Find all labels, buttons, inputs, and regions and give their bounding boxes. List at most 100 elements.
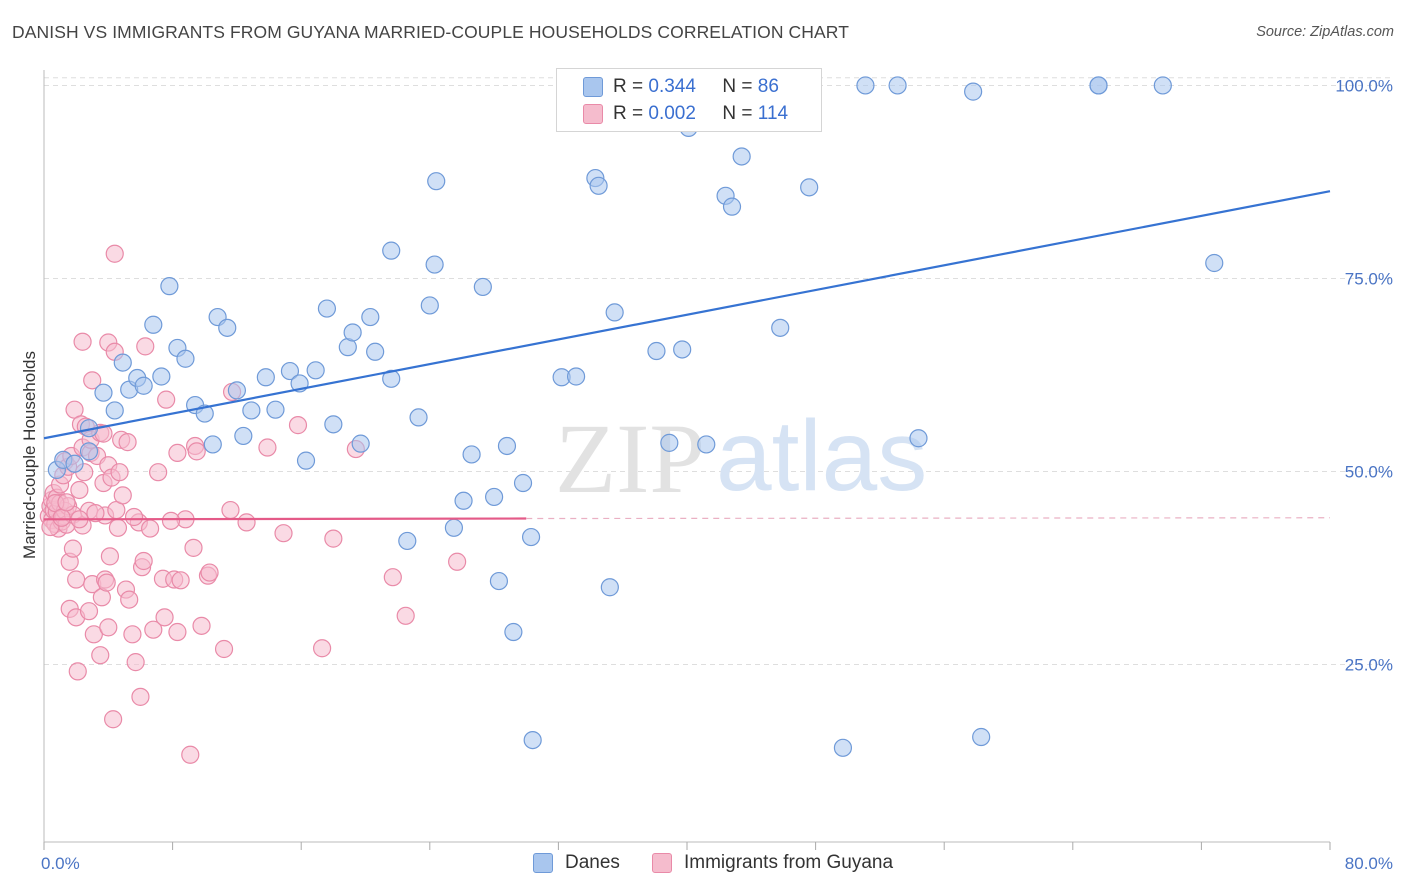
danes-point: [523, 730, 542, 750]
danes-point: [462, 445, 481, 464]
series-legend: Danes Immigrants from Guyana: [0, 852, 1406, 878]
grid-lines: [44, 77, 1392, 665]
guyana-point: [124, 507, 144, 527]
series-guyana-points: [39, 244, 467, 764]
legend-row-danes: R = 0.344 N = 86: [583, 74, 779, 100]
danes-point: [152, 367, 171, 386]
danes-point: [722, 197, 742, 216]
guyana-point: [324, 529, 343, 548]
danes-point: [1089, 76, 1108, 95]
y-tick-label: 50.0%: [1345, 462, 1393, 481]
n-label: N =: [722, 103, 753, 124]
guyana-point: [155, 608, 174, 627]
guyana-point: [68, 662, 87, 681]
danes-trend-line: [43, 190, 1331, 440]
danes-legend-label: Danes: [565, 852, 620, 873]
danes-point: [888, 76, 907, 95]
danes-point: [566, 367, 586, 386]
guyana-legend-label: Immigrants from Guyana: [684, 852, 894, 873]
guyana-trend-line: [43, 517, 527, 521]
guyana-point: [200, 563, 219, 582]
danes-point: [833, 738, 853, 757]
danes-point: [605, 303, 624, 322]
danes-point: [361, 307, 380, 327]
guyana-point: [63, 539, 83, 558]
guyana-point: [288, 416, 308, 435]
y-tick-label: 75.0%: [1345, 269, 1393, 288]
guyana-point: [396, 606, 415, 625]
watermark-zip: ZIP: [555, 403, 705, 514]
axes: [43, 70, 1331, 850]
trend-lines: [43, 190, 1331, 521]
guyana-point: [126, 653, 145, 672]
guyana-point: [131, 687, 150, 706]
guyana-point: [258, 438, 277, 457]
y-axis-label: Married-couple Households: [20, 351, 39, 559]
danes-point: [697, 435, 716, 454]
guyana-point: [168, 622, 187, 642]
danes-point: [317, 299, 337, 318]
guyana-point: [86, 504, 105, 523]
n-label: N =: [722, 76, 753, 97]
danes-point: [65, 454, 84, 473]
source-label: Source: ZipAtlas.com: [1256, 24, 1394, 40]
guyana-point: [118, 433, 137, 452]
danes-point: [382, 369, 401, 388]
danes-point: [485, 487, 504, 507]
danes-point: [909, 429, 928, 448]
danes-point: [324, 415, 343, 434]
danes-point: [771, 318, 790, 337]
danes-point: [444, 518, 464, 537]
danes-point: [513, 473, 533, 493]
danes-point: [160, 277, 179, 296]
guyana-point: [110, 463, 129, 482]
danes-point: [218, 318, 237, 337]
guyana-swatch: [583, 104, 603, 124]
guyana-point: [104, 710, 123, 729]
guyana-point: [274, 524, 293, 543]
guyana-point: [149, 463, 168, 482]
danes-point: [351, 434, 370, 453]
guyana-point: [214, 639, 234, 659]
danes-point: [398, 531, 417, 551]
guyana-n-value: 114: [757, 103, 789, 124]
danes-point: [504, 622, 523, 642]
r-label: R =: [613, 76, 644, 97]
danes-point: [964, 82, 983, 101]
danes-point: [242, 401, 261, 420]
danes-point: [972, 727, 991, 747]
guyana-point: [168, 443, 187, 463]
danes-point: [473, 277, 492, 297]
danes-point: [366, 342, 385, 361]
danes-point: [94, 383, 113, 402]
danes-legend-swatch: [533, 853, 553, 873]
danes-point: [1205, 253, 1224, 273]
guyana-point: [79, 602, 99, 621]
danes-point: [427, 172, 446, 191]
stats-legend: R = 0.344 N = 86 R = 0.002 N = 114: [556, 68, 822, 132]
danes-point: [234, 426, 253, 446]
guyana-point: [157, 390, 176, 409]
danes-point: [521, 527, 541, 547]
danes-point: [409, 408, 428, 427]
guyana-point: [91, 646, 110, 665]
danes-point: [280, 361, 300, 381]
danes-point: [105, 401, 124, 420]
guyana-point: [84, 625, 103, 644]
danes-point: [660, 433, 679, 452]
legend-item-danes: Danes: [533, 852, 620, 874]
guyana-point: [100, 547, 120, 566]
danes-point: [647, 341, 666, 361]
guyana-point: [187, 442, 206, 461]
guyana-point: [221, 500, 240, 520]
tick-labels: 25.0% 50.0% 75.0% 100.0% 0.0% 80.0%: [41, 76, 1393, 873]
watermark-atlas: atlas: [716, 400, 927, 512]
danes-point: [266, 400, 285, 419]
guyana-point: [161, 511, 181, 530]
danes-point: [113, 353, 132, 372]
guyana-point: [83, 371, 102, 390]
guyana-legend-swatch: [652, 853, 672, 873]
danes-point: [296, 451, 316, 470]
danes-point: [420, 296, 439, 315]
